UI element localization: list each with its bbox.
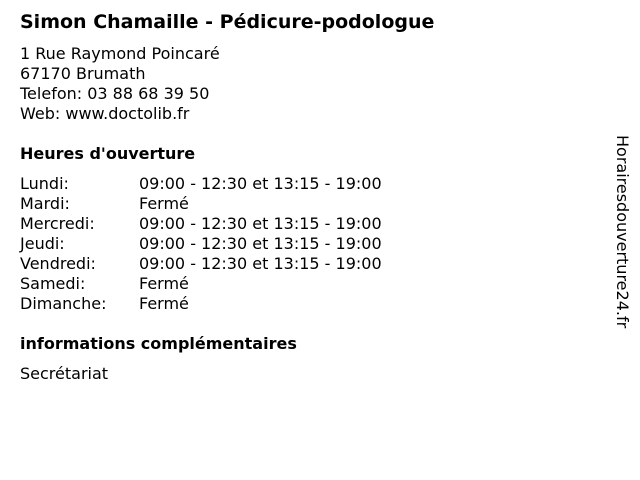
hours-row: Mardi: Fermé bbox=[20, 194, 189, 214]
day: Jeudi: bbox=[20, 234, 65, 253]
hours-value: 09:00 - 12:30 et 13:15 - 19:00 bbox=[139, 234, 382, 253]
hours-row: Lundi: 09:00 - 12:30 et 13:15 - 19:00 bbox=[20, 174, 382, 194]
phone: Telefon: 03 88 68 39 50 bbox=[20, 84, 210, 103]
hours-value: Fermé bbox=[139, 294, 189, 313]
hours-row: Mercredi: 09:00 - 12:30 et 13:15 - 19:00 bbox=[20, 214, 382, 234]
website: Web: www.doctolib.fr bbox=[20, 104, 190, 123]
address-line2: 67170 Brumath bbox=[20, 64, 146, 83]
hours-value: 09:00 - 12:30 et 13:15 - 19:00 bbox=[139, 174, 382, 193]
info-heading: informations complémentaires bbox=[20, 334, 297, 353]
day: Dimanche: bbox=[20, 294, 107, 313]
hours-row: Vendredi: 09:00 - 12:30 et 13:15 - 19:00 bbox=[20, 254, 382, 274]
day: Lundi: bbox=[20, 174, 69, 193]
day: Vendredi: bbox=[20, 254, 96, 273]
hours-value: 09:00 - 12:30 et 13:15 - 19:00 bbox=[139, 214, 382, 233]
hours-row: Dimanche: Fermé bbox=[20, 294, 189, 314]
hours-row: Jeudi: 09:00 - 12:30 et 13:15 - 19:00 bbox=[20, 234, 382, 254]
business-name: Simon Chamaille - Pédicure-podologue bbox=[20, 11, 435, 33]
hours-value: Fermé bbox=[139, 274, 189, 293]
info-text: Secrétariat bbox=[20, 364, 109, 383]
hours-value: Fermé bbox=[139, 194, 189, 213]
day: Mercredi: bbox=[20, 214, 95, 233]
hours-value: 09:00 - 12:30 et 13:15 - 19:00 bbox=[139, 254, 382, 273]
day: Mardi: bbox=[20, 194, 70, 213]
address-line1: 1 Rue Raymond Poincaré bbox=[20, 44, 220, 63]
watermark: Horairesdouverture24.fr bbox=[613, 135, 632, 329]
hours-heading: Heures d'ouverture bbox=[20, 144, 196, 163]
hours-row: Samedi: Fermé bbox=[20, 274, 189, 294]
day: Samedi: bbox=[20, 274, 86, 293]
